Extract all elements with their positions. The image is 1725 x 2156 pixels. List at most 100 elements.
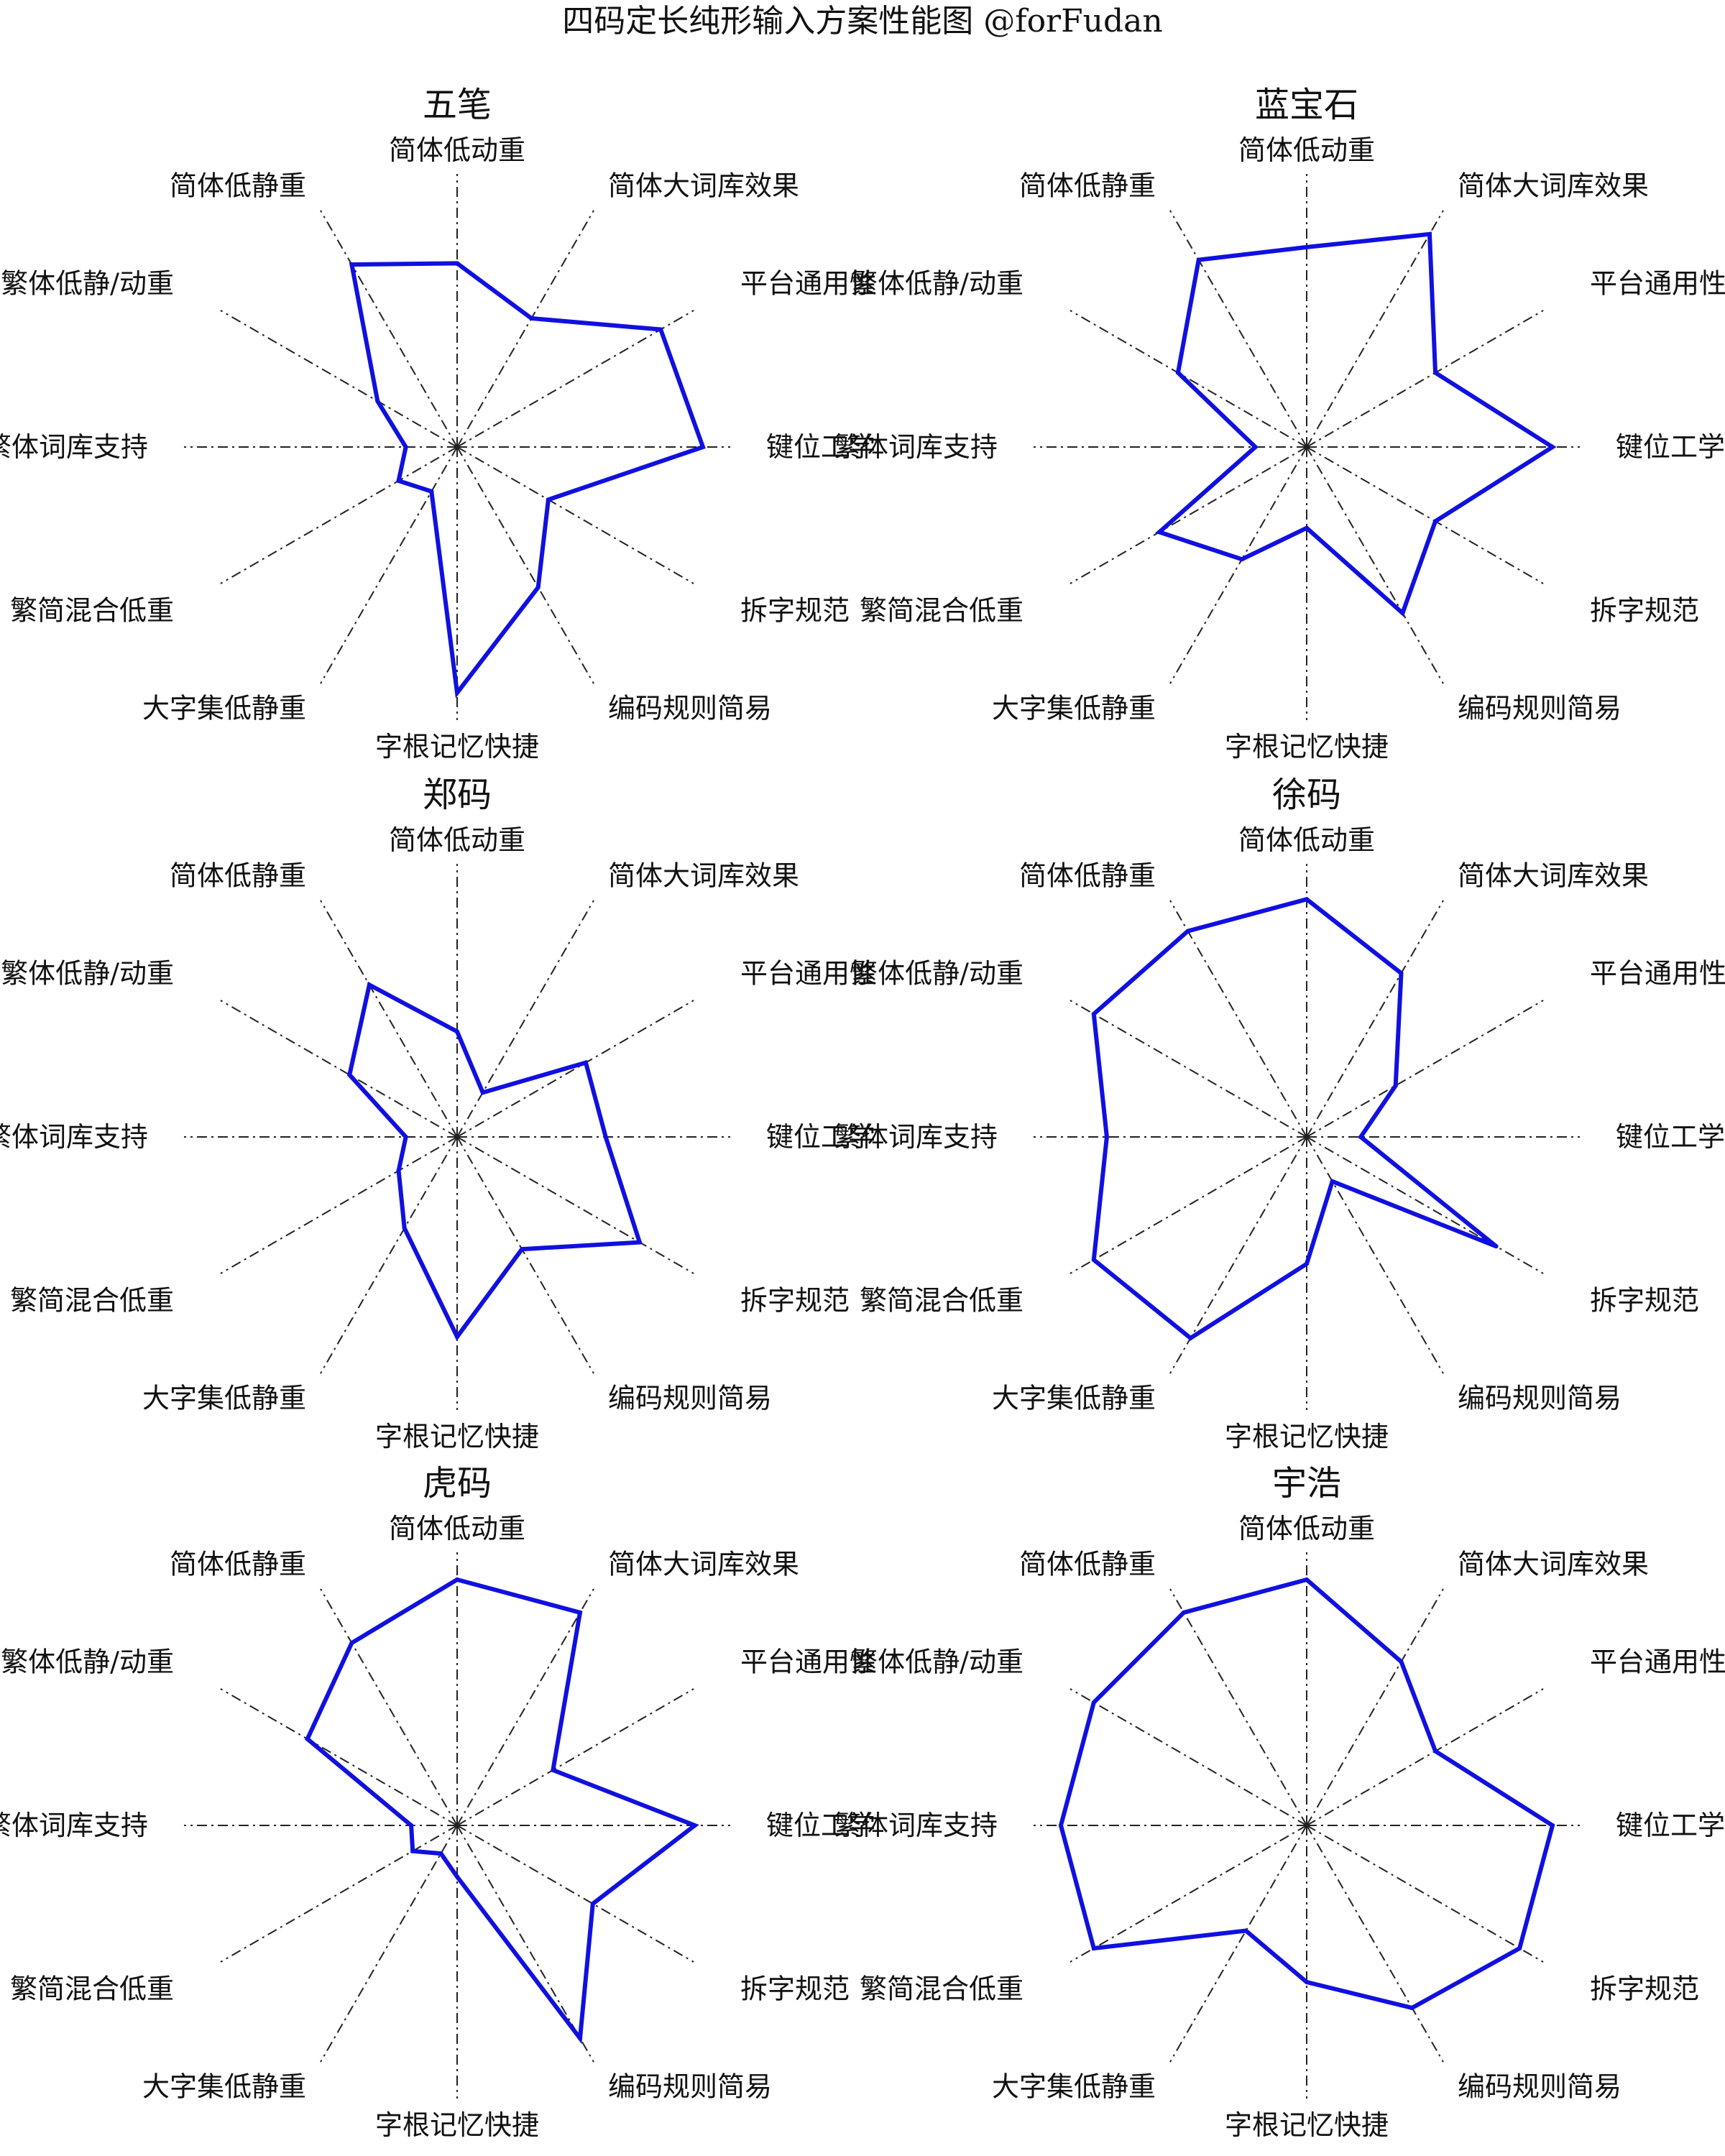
data-point-2 <box>1433 1749 1438 1754</box>
data-point-3 <box>604 1135 608 1139</box>
axis-label: 大字集低静重 <box>142 1383 306 1414</box>
axis-label: 简体低静重 <box>170 1548 306 1580</box>
data-point-11 <box>1197 258 1201 262</box>
data-point-10 <box>1092 1700 1096 1705</box>
data-point-11 <box>1182 1611 1186 1615</box>
radar-spoke <box>221 1689 457 1825</box>
data-point-8 <box>397 479 401 483</box>
axis-label: 平台通用性 <box>1590 1646 1725 1678</box>
data-point-0 <box>1305 245 1309 249</box>
data-point-5 <box>578 2036 582 2040</box>
data-point-0 <box>1305 897 1309 901</box>
axis-label: 简体低动重 <box>389 824 525 856</box>
data-point-10 <box>375 399 380 403</box>
data-point-11 <box>349 1641 354 1645</box>
data-point-9 <box>1105 1135 1109 1139</box>
radar-spoke <box>1170 1589 1307 1825</box>
data-point-7 <box>402 1226 407 1230</box>
data-point-10 <box>1092 1012 1096 1016</box>
axis-label: 大字集低静重 <box>992 2071 1156 2103</box>
data-point-5 <box>536 585 540 589</box>
data-point-5 <box>1400 611 1404 615</box>
axis-label: 简体大词库效果 <box>608 170 799 201</box>
data-point-5 <box>1410 2006 1414 2010</box>
data-point-7 <box>1188 1336 1192 1340</box>
radar-spoke <box>321 1137 457 1373</box>
radar-spoke <box>1307 1689 1543 1825</box>
data-point-2 <box>551 1768 555 1772</box>
data-point-2 <box>1394 1084 1398 1088</box>
radar-spoke <box>457 1825 694 1962</box>
axis-label: 拆字规范 <box>1590 1973 1699 2005</box>
axis-label: 繁体词库支持 <box>0 431 148 463</box>
data-point-6 <box>1305 1262 1309 1266</box>
axis-label: 键位工学 <box>1616 1121 1725 1153</box>
data-point-8 <box>1092 1258 1096 1262</box>
data-point-7 <box>429 489 433 494</box>
radar-panel: 郑码简体低动重简体大词库效果平台通用性键位工学拆字规范编码规则简易字根记忆快捷大… <box>0 775 877 1452</box>
data-point-1 <box>529 316 533 321</box>
radar-spoke <box>457 1589 594 1825</box>
data-point-6 <box>455 1874 459 1879</box>
axis-label: 简体低静重 <box>1019 1548 1156 1580</box>
axis-label: 简体低静重 <box>170 170 306 201</box>
axis-label: 简体大词库效果 <box>1458 170 1649 201</box>
data-point-11 <box>367 982 372 987</box>
series-outline <box>351 263 703 693</box>
radar-panels: 五笔简体低动重简体大词库效果平台通用性键位工学拆字规范编码规则简易字根记忆快捷大… <box>0 85 1725 2141</box>
radar-spoke <box>321 1589 457 1825</box>
data-point-4 <box>1494 1244 1499 1248</box>
axis-label: 拆字规范 <box>740 1973 850 2005</box>
axis-label: 繁体词库支持 <box>834 1121 998 1153</box>
radar-spoke <box>1307 900 1443 1137</box>
axis-label: 编码规则简易 <box>608 2071 772 2103</box>
axis-label: 简体低动重 <box>1238 134 1375 166</box>
panel-title: 虎码 <box>423 1463 492 1503</box>
radar-spoke <box>221 310 457 447</box>
axis-label: 键位工学 <box>1616 431 1725 463</box>
data-point-3 <box>1550 1823 1555 1828</box>
axis-label: 字根记忆快捷 <box>375 1421 539 1452</box>
data-point-7 <box>1243 1929 1248 1933</box>
data-point-6 <box>455 1335 459 1339</box>
radar-spoke <box>1170 1825 1307 2062</box>
axis-label: 简体低静重 <box>1019 860 1156 891</box>
data-point-5 <box>1330 1179 1335 1184</box>
data-point-9 <box>1254 445 1258 449</box>
radar-spoke <box>1070 310 1307 447</box>
axis-label: 编码规则简易 <box>1458 693 1622 724</box>
axis-label: 字根记忆快捷 <box>1225 731 1389 763</box>
axis-label: 字根记忆快捷 <box>375 2109 539 2141</box>
radar-spoke <box>1070 447 1307 584</box>
series-outline <box>308 1580 695 2038</box>
axis-label: 大字集低静重 <box>992 693 1156 724</box>
axis-label: 繁体词库支持 <box>834 431 998 463</box>
data-point-2 <box>584 1061 588 1065</box>
axis-label: 繁体词库支持 <box>834 1810 998 1841</box>
axis-label: 繁体低静/动重 <box>850 1646 1024 1678</box>
series-outline <box>1159 234 1552 613</box>
axis-label: 平台通用性 <box>1590 958 1725 990</box>
axis-label: 拆字规范 <box>740 1285 850 1317</box>
axis-label: 繁简混合低重 <box>10 595 174 627</box>
axis-label: 拆字规范 <box>1590 595 1699 627</box>
radar-spoke <box>321 211 457 447</box>
axis-label: 繁体低静/动重 <box>1 1646 174 1678</box>
data-point-8 <box>397 1169 401 1173</box>
data-point-6 <box>1305 1980 1309 1984</box>
panel-title: 宇浩 <box>1272 1463 1341 1503</box>
data-point-8 <box>1092 1946 1096 1950</box>
axis-label: 简体低动重 <box>389 1513 525 1544</box>
radar-spoke <box>221 1825 457 1962</box>
axis-label: 简体大词库效果 <box>1458 1548 1649 1580</box>
axis-label: 繁简混合低重 <box>860 1973 1024 2005</box>
radar-spoke <box>457 447 694 584</box>
radar-spoke <box>457 1689 694 1825</box>
axis-label: 繁简混合低重 <box>860 595 1024 627</box>
axis-label: 大字集低静重 <box>142 693 306 724</box>
radar-spoke <box>321 1825 457 2062</box>
data-point-4 <box>591 1902 595 1906</box>
series-outline <box>349 985 640 1337</box>
